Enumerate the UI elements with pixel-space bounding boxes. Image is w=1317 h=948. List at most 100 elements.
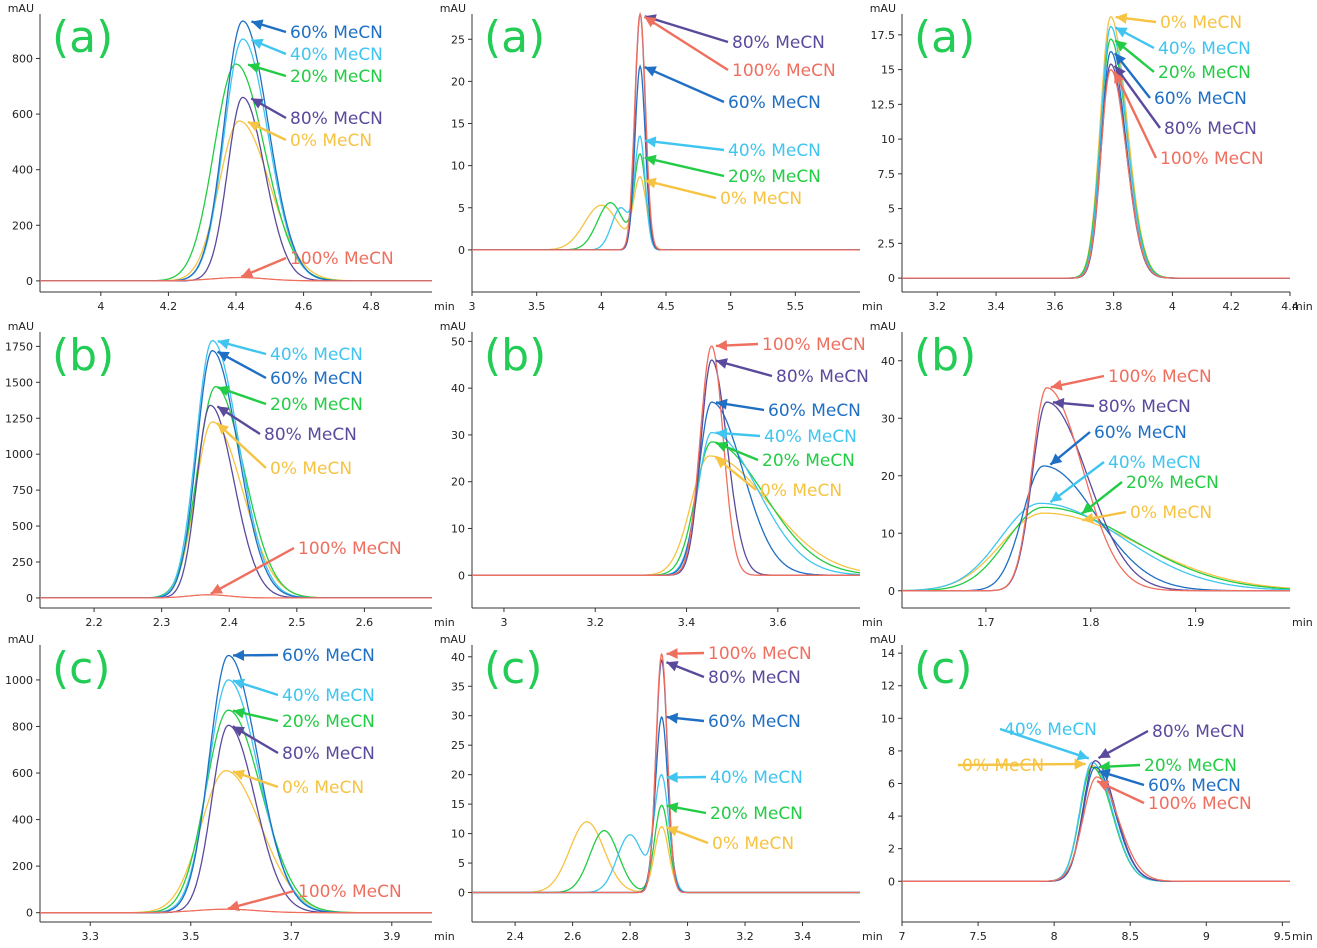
y-tick-label: 0 [888,875,895,888]
y-axis-unit: mAU [440,633,466,646]
x-tick-label: 3 [684,930,691,943]
y-tick-label: 40 [451,382,465,395]
y-tick-label: 200 [12,219,33,232]
series-line-0pct-mecn [472,455,861,576]
y-axis-unit: mAU [8,633,34,646]
y-tick-label: 800 [12,720,33,733]
series-line-100pct-mecn [902,68,1290,279]
panel-label: (b) [914,330,976,381]
annotation-label: 40% MeCN [710,768,803,788]
x-axis-unit: min [434,930,455,943]
panel-label: (a) [914,12,975,63]
annotation-arrowhead [1098,761,1111,773]
annotation-arrowhead [666,648,678,660]
y-tick-label: 750 [12,484,33,497]
x-axis-unit: min [862,930,883,943]
x-tick-label: 2.5 [288,616,306,629]
annotation-label: 80% MeCN [282,744,375,764]
annotation-arrow [1049,461,1105,504]
annotation-label: 20% MeCN [1126,473,1219,493]
y-axis-unit: mAU [8,2,34,15]
annotation-arrowhead [666,825,679,837]
y-tick-label: 12.5 [871,98,896,111]
y-tick-label: 0 [458,244,465,257]
annotation-label: 0% MeCN [282,778,364,798]
y-tick-label: 8 [888,745,895,758]
x-tick-label: 5.5 [787,300,805,313]
annotation-arrow [1113,70,1158,159]
annotation-label: 100% MeCN [1160,149,1264,169]
y-tick-label: 0 [458,887,465,900]
x-tick-label: 7.5 [969,930,987,943]
annotation-arrowhead [241,267,254,278]
annotation-arrow [644,179,717,200]
annotation-arrowhead [644,154,657,166]
series-line-60pct-mecn [902,465,1290,592]
y-tick-label: 0 [26,907,33,920]
y-tick-label: 25 [451,33,465,46]
y-tick-label: 35 [451,680,465,693]
annotation-arrowhead [210,583,224,594]
panel-label: (b) [52,330,114,381]
annotation-arrow [210,546,295,595]
chart-panel-2: 0 5 10 15 20 25 3 3.5 4 4.5 5 5.5 mAU min (a) 80% MeCN 1… [440,2,883,313]
annotation-label: 60% MeCN [290,23,383,43]
y-tick-label: 400 [12,164,33,177]
annotation-label: 100% MeCN [708,644,812,664]
panel-label: (a) [484,12,545,63]
x-tick-label: 2.6 [564,930,582,943]
annotation-label: 80% MeCN [264,425,357,445]
x-tick-label: 3.6 [769,616,787,629]
y-tick-label: 10 [451,522,465,535]
y-tick-label: 1750 [5,340,33,353]
series-line-60pct-mecn [40,350,432,599]
chart-panel-5: 0 10 20 30 40 50 3 3.2 3.4 3.6 mAU min (b) 100% MeCN 8… [440,320,883,629]
annotation-arrowhead [232,726,245,737]
annotation-label: 80% MeCN [290,109,383,129]
annotation-label: 0% MeCN [1160,13,1242,33]
annotation-arrowhead [232,649,245,661]
x-tick-label: 8 [1051,930,1058,943]
annotation-label: 0% MeCN [270,459,352,479]
annotation-label: 0% MeCN [720,189,802,209]
x-tick-label: 3.2 [736,930,754,943]
y-tick-label: 5 [458,857,465,870]
y-tick-label: 1000 [5,674,33,687]
y-tick-label: 50 [451,335,465,348]
annotation-arrowhead [251,38,264,50]
y-tick-label: 1250 [5,412,33,425]
annotation-arrowhead [217,338,230,350]
annotation-label: 80% MeCN [1098,397,1191,417]
annotation-label: 20% MeCN [762,451,855,471]
y-tick-label: 20 [451,769,465,782]
annotation-arrowhead [644,136,657,148]
y-tick-label: 40 [451,651,465,664]
series-line-100pct-mecn [472,345,860,576]
x-tick-label: 5 [727,300,734,313]
x-tick-label: 3.5 [182,930,200,943]
x-tick-label: 3.2 [586,616,604,629]
annotation-label: 0% MeCN [712,834,794,854]
x-axis-unit: min [862,616,883,629]
annotation-arrowhead [666,712,679,724]
series-line-0pct-mecn [472,821,860,894]
y-tick-label: 10 [451,160,465,173]
series-line-100pct-mecn [40,276,432,282]
annotation-label: 60% MeCN [728,93,821,113]
y-tick-label: 20 [451,75,465,88]
annotation-arrow [216,422,267,469]
x-axis-unit: min [1292,930,1313,943]
x-tick-label: 7 [899,930,906,943]
y-tick-label: 0 [888,272,895,285]
annotation-label: 100% MeCN [732,61,836,81]
x-tick-label: 3 [469,300,476,313]
annotation-label: 80% MeCN [708,668,801,688]
annotation-arrowhead [715,441,729,452]
annotation-arrowhead [232,707,245,719]
annotation-label: 100% MeCN [298,882,402,902]
y-axis-unit: mAU [8,320,34,333]
annotation-label: 40% MeCN [764,427,857,447]
panel-label: (b) [484,330,546,381]
x-tick-label: 2.2 [85,616,103,629]
annotation-label: 60% MeCN [1148,776,1241,796]
